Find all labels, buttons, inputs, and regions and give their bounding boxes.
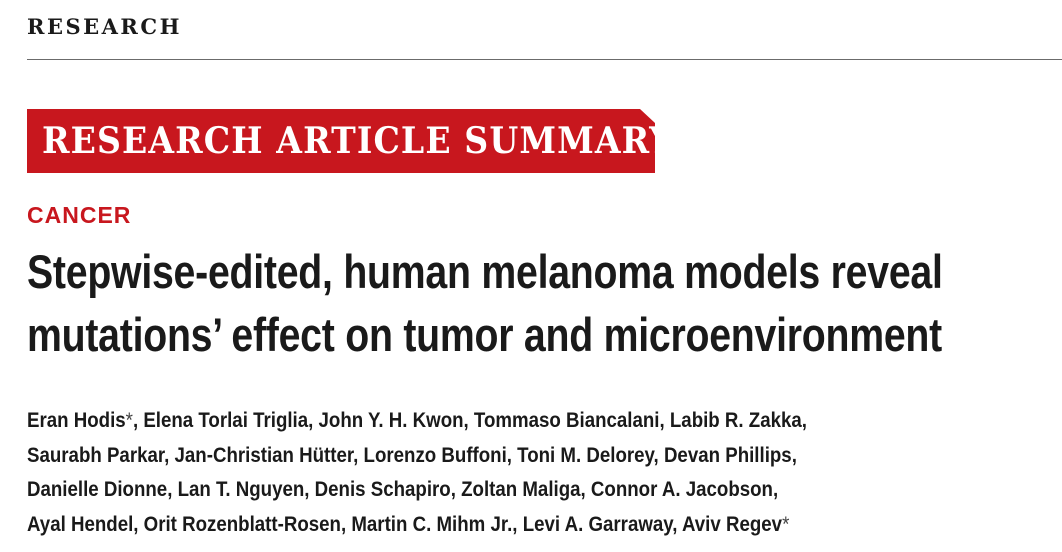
author-line-2: Saurabh Parkar, Jan-Christian Hütter, Lo… [27, 443, 797, 467]
header-rule [27, 59, 1062, 60]
article-title-line-2: mutations’ effect on tumor and microenvi… [27, 308, 942, 361]
author-line-4-text: Ayal Hendel, Orit Rozenblatt-Rosen, Mart… [27, 512, 783, 536]
article-type-label: RESEARCH ARTICLE SUMMARY [42, 120, 675, 162]
article-type-banner: RESEARCH ARTICLE SUMMARY [27, 109, 655, 173]
article-title: Stepwise-edited, human melanoma models r… [27, 240, 943, 366]
author-list: Eran Hodis*, Elena Torlai Triglia, John … [27, 404, 1006, 542]
author-line-1-rest: , Elena Torlai Triglia, John Y. H. Kwon,… [132, 409, 807, 432]
article-title-line-1: Stepwise-edited, human melanoma models r… [27, 245, 943, 298]
author-line-4: Ayal Hendel, Orit Rozenblatt-Rosen, Mart… [27, 508, 1006, 543]
corresponding-author-marker: * [782, 512, 790, 536]
author-line-1: Eran Hodis*, Elena Torlai Triglia, John … [27, 404, 1006, 439]
corresponding-author-marker: * [125, 409, 133, 432]
author-line-3: Danielle Dionne, Lan T. Nguyen, Denis Sc… [27, 478, 779, 501]
section-label: RESEARCH [27, 14, 182, 39]
author-first[interactable]: Eran Hodis [27, 409, 126, 432]
category-label: CANCER [27, 202, 132, 228]
